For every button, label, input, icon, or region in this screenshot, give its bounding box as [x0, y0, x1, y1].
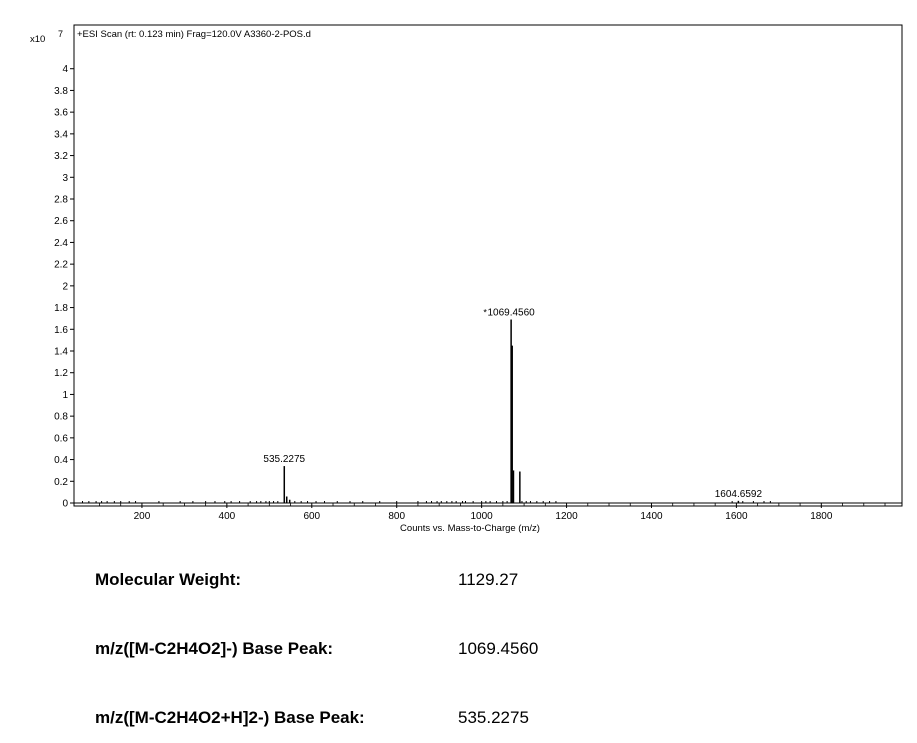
molecular-weight-row: Molecular Weight: 1129.27 — [95, 570, 795, 600]
y-tick-label-20: 4 — [62, 64, 68, 75]
x-tick-label-1: 400 — [219, 511, 236, 522]
y-tick-label-0: 0 — [62, 499, 68, 510]
x-tick-label-5: 1200 — [555, 511, 578, 522]
mass-spectrum-chart: +ESI Scan (rt: 0.123 min) Frag=120.0V A3… — [30, 24, 903, 534]
x-tick-label-7: 1600 — [725, 511, 748, 522]
y-tick-label-18: 3.6 — [54, 108, 68, 119]
y-tick-label-11: 2.2 — [54, 260, 68, 271]
chart-title: +ESI Scan (rt: 0.123 min) Frag=120.0V A3… — [77, 29, 311, 40]
plot-area — [73, 24, 903, 507]
peak-marker-1: * — [483, 308, 487, 318]
base-peak-2-row: m/z([M-C2H4O2+H]2-) Base Peak: 535.2275 — [95, 708, 795, 738]
y-exponent-power: 7 — [58, 29, 63, 39]
y-tick-label-12: 2.4 — [54, 238, 68, 249]
molecular-weight-value: 1129.27 — [458, 570, 519, 589]
baseline-noise — [81, 501, 771, 503]
x-tick-label-6: 1400 — [640, 511, 663, 522]
y-tick-label-2: 0.4 — [54, 455, 68, 466]
base-peak-2-label: m/z([M-C2H4O2+H]2-) Base Peak: — [95, 708, 365, 727]
y-tick-label-6: 1.2 — [54, 368, 68, 379]
y-tick-label-13: 2.6 — [54, 216, 68, 227]
x-tick-label-3: 800 — [388, 511, 405, 522]
y-tick-label-8: 1.6 — [54, 325, 68, 336]
y-tick-label-9: 1.8 — [54, 303, 68, 314]
y-tick-label-7: 1.4 — [54, 347, 68, 358]
base-peak-1-value: 1069.4560 — [458, 639, 539, 658]
base-peak-1-label: m/z([M-C2H4O2]-) Base Peak: — [95, 639, 334, 658]
y-tick-label-1: 0.2 — [54, 477, 68, 488]
axis-ticks: 0 0.2 0.4 0.6 0.8 1 1.2 1.4 1.6 1.8 2 2.2 2.4 2.6 2.8 3… — [54, 25, 902, 522]
x-tick-label-2: 600 — [303, 511, 320, 522]
peak-label-1: 1069.4560 — [487, 308, 535, 319]
x-axis-label: Counts vs. Mass-to-Charge (m/z) — [400, 523, 540, 534]
peak-label-0: 535.2275 — [263, 454, 305, 465]
y-tick-label-3: 0.6 — [54, 433, 68, 444]
y-tick-label-17: 3.4 — [54, 129, 68, 140]
x-tick-label-4: 1000 — [471, 511, 494, 522]
y-tick-label-4: 0.8 — [54, 412, 68, 423]
y-tick-label-5: 1 — [62, 390, 68, 401]
y-tick-label-16: 3.2 — [54, 151, 68, 162]
y-tick-label-19: 3.8 — [54, 86, 68, 97]
peak-annotations: 535.2275 1069.4560* 1604.6592 — [263, 308, 762, 500]
y-tick-label-15: 3 — [62, 173, 68, 184]
base-peak-1-row: m/z([M-C2H4O2]-) Base Peak: 1069.4560 — [95, 639, 795, 669]
peak-lines — [283, 319, 740, 503]
peak-label-2: 1604.6592 — [715, 489, 763, 500]
x-tick-label-8: 1800 — [810, 511, 833, 522]
y-tick-label-14: 2.8 — [54, 195, 68, 206]
molecular-weight-label: Molecular Weight: — [95, 570, 242, 589]
x-tick-label-0: 200 — [134, 511, 151, 522]
y-exponent-base: x10 — [30, 34, 45, 45]
y-tick-label-10: 2 — [62, 281, 68, 292]
base-peak-2-value: 535.2275 — [458, 708, 529, 727]
